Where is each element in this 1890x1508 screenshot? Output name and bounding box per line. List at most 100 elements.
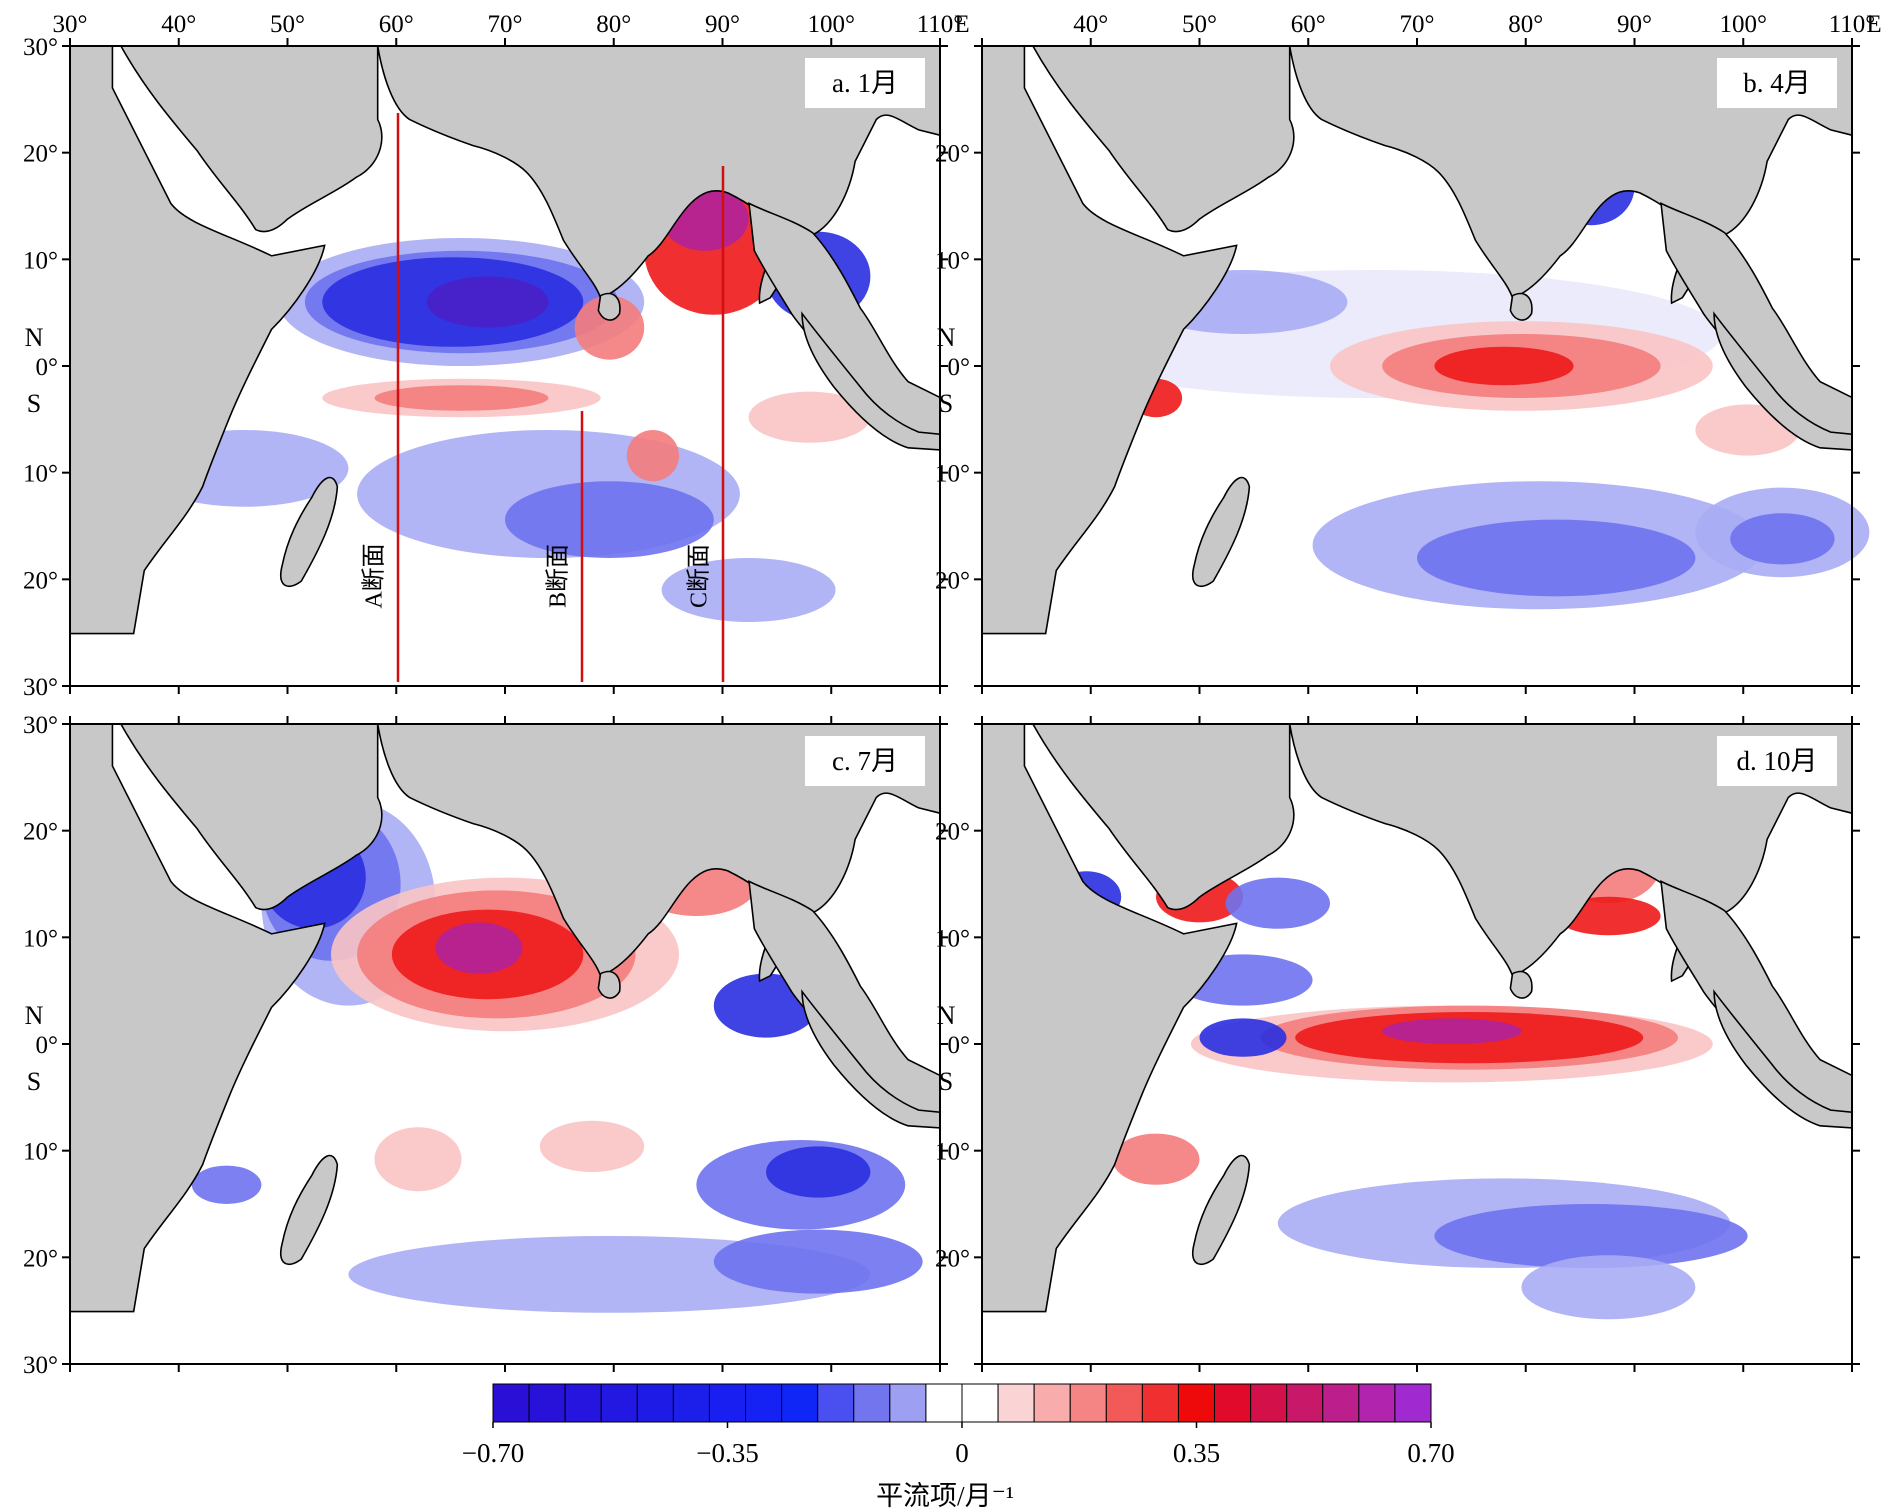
colorbar: −0.70 −0.35 0 0.35 0.70 平流项/月⁻¹ <box>462 1383 1455 1508</box>
lon-tick-label: 90° <box>1617 11 1652 38</box>
colorbar-swatch <box>1250 1383 1288 1423</box>
panel-label-box <box>1717 736 1837 786</box>
colorbar-tick-label: 0 <box>955 1438 969 1468</box>
colorbar-swatch <box>672 1383 710 1423</box>
colorbar-swatch <box>1214 1383 1252 1423</box>
panel-label: b. 4月 <box>1717 58 1837 108</box>
lat-tick-label: 10° <box>23 1139 58 1166</box>
lat-tick-label: 0° <box>948 354 971 381</box>
lon-tick-label: 70° <box>488 11 523 38</box>
lat-tick-label: 0° <box>36 1032 59 1059</box>
field-contour <box>766 1146 871 1198</box>
field-contour <box>1417 519 1696 597</box>
colorbar-swatch <box>708 1383 747 1423</box>
colorbar-swatch <box>1322 1383 1360 1423</box>
lat-tick-label: 20° <box>935 1245 970 1272</box>
section-label: B断面 <box>545 544 572 608</box>
lat-tick-label: 10° <box>935 925 970 952</box>
field-contour <box>626 430 680 482</box>
colorbar-swatch <box>1105 1383 1143 1423</box>
lon-tick-label: 110° <box>917 11 964 38</box>
lon-tick-label: 80° <box>1508 11 1543 38</box>
lat-tick-label: 20° <box>935 567 970 594</box>
north-label: N <box>25 323 44 352</box>
lat-tick-label: 30° <box>23 674 58 701</box>
lon-tick-label: 110° <box>1829 11 1876 38</box>
lat-tick-label: 20° <box>23 1245 58 1272</box>
lon-tick-label: 40° <box>1073 11 1108 38</box>
lon-tick-label: 60° <box>379 11 414 38</box>
field-contour <box>539 1120 645 1172</box>
colorbar-title: 平流项/月⁻¹ <box>876 1481 1014 1508</box>
field-contour <box>1382 1018 1522 1044</box>
colorbar-swatch <box>1286 1383 1324 1423</box>
colorbar-swatch <box>1177 1383 1216 1423</box>
north-label: N <box>937 1001 956 1030</box>
south-label: S <box>27 1067 41 1096</box>
field-contour <box>748 391 871 443</box>
lon-tick-label: 70° <box>1400 11 1435 38</box>
field-contour <box>713 1229 923 1294</box>
colorbar-swatch <box>853 1383 891 1423</box>
field-contour <box>574 295 645 360</box>
colorbar-swatch <box>492 1383 530 1423</box>
lon-tick-label: 50° <box>1182 11 1217 38</box>
lon-unit-label: E <box>1866 11 1881 38</box>
field-contour <box>374 1127 462 1192</box>
field-contour <box>1730 513 1835 565</box>
colorbar-swatch <box>1033 1383 1071 1423</box>
lat-tick-label: 30° <box>23 1352 58 1379</box>
colorbar-swatch <box>997 1383 1035 1423</box>
lon-tick-label: 50° <box>270 11 305 38</box>
lat-tick-label: 20° <box>23 141 58 168</box>
lon-unit-label: E <box>954 11 969 38</box>
panel-label: c. 7月 <box>805 736 925 786</box>
field-contour <box>191 1165 262 1204</box>
colorbar-swatch <box>564 1383 602 1423</box>
lat-tick-label: 10° <box>935 247 970 274</box>
lat-tick-label: 0° <box>36 354 59 381</box>
field-contour <box>1199 1018 1287 1057</box>
colorbar-swatch <box>1394 1383 1432 1423</box>
field-contour <box>1521 1255 1696 1320</box>
field-contour <box>426 276 549 328</box>
colorbar-swatch <box>889 1383 927 1423</box>
lat-tick-label: 10° <box>23 247 58 274</box>
lat-tick-label: 0° <box>948 1032 971 1059</box>
lat-tick-label: 20° <box>23 819 58 846</box>
map-panels: 30° 40° 50° 60° 70° 80° 90° 100° 110°E30°20°10°0… <box>23 11 1882 1379</box>
colorbar-swatch <box>925 1383 963 1423</box>
panel-label-text: b. 4月 <box>1743 68 1811 98</box>
colorbar-swatch <box>817 1383 855 1423</box>
colorbar-tick-label: −0.35 <box>696 1438 758 1468</box>
lat-tick-label: 30° <box>23 34 58 61</box>
colorbar-swatch <box>1141 1383 1179 1423</box>
lon-tick-label: 90° <box>705 11 740 38</box>
field-contour <box>1225 877 1330 929</box>
north-label: N <box>25 1001 44 1030</box>
panel-label: a. 1月 <box>805 58 925 108</box>
lon-tick-label: 100° <box>1720 11 1768 38</box>
panel-label: d. 10月 <box>1717 736 1837 786</box>
map-panel-c: 30° 20° 10° 0° 10° 20° 30° N Sc. 7月 <box>23 712 948 1379</box>
colorbar-swatch <box>1069 1383 1107 1423</box>
section-label: C断面 <box>686 544 713 608</box>
panel-label-box <box>805 736 925 786</box>
panel-label-box <box>805 58 925 108</box>
panel-label-box <box>1717 58 1837 108</box>
field-contour <box>435 922 523 974</box>
colorbar-swatch <box>961 1383 999 1423</box>
south-label: S <box>939 1067 953 1096</box>
lon-tick-label: 40° <box>161 11 196 38</box>
colorbar-swatches <box>492 1383 1432 1423</box>
lon-tick-label: 30° <box>53 11 88 38</box>
field-contour <box>374 385 549 411</box>
south-label: S <box>939 389 953 418</box>
lon-tick-label: 80° <box>596 11 631 38</box>
panel-label-text: a. 1月 <box>832 68 898 98</box>
lat-tick-label: 10° <box>935 461 970 488</box>
lon-tick-label: 60° <box>1291 11 1326 38</box>
colorbar-swatch <box>636 1383 674 1423</box>
lat-tick-label: 30° <box>23 712 58 739</box>
lat-tick-label: 20° <box>23 567 58 594</box>
